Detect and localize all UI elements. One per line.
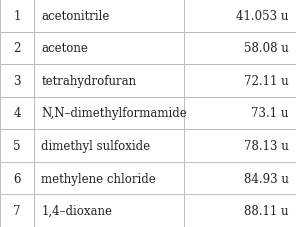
Text: N,N–dimethylformamide: N,N–dimethylformamide bbox=[41, 107, 187, 120]
Text: 5: 5 bbox=[13, 139, 21, 152]
Text: 73.1 u: 73.1 u bbox=[251, 107, 289, 120]
Text: methylene chloride: methylene chloride bbox=[41, 172, 156, 185]
Text: acetonitrile: acetonitrile bbox=[41, 10, 110, 23]
Text: 72.11 u: 72.11 u bbox=[244, 75, 289, 88]
Text: 3: 3 bbox=[13, 75, 21, 88]
Text: 2: 2 bbox=[13, 42, 21, 55]
Text: 84.93 u: 84.93 u bbox=[244, 172, 289, 185]
Text: dimethyl sulfoxide: dimethyl sulfoxide bbox=[41, 139, 151, 152]
Text: 41.053 u: 41.053 u bbox=[236, 10, 289, 23]
Text: 4: 4 bbox=[13, 107, 21, 120]
Text: 6: 6 bbox=[13, 172, 21, 185]
Text: 88.11 u: 88.11 u bbox=[244, 204, 289, 217]
Text: 7: 7 bbox=[13, 204, 21, 217]
Text: 58.08 u: 58.08 u bbox=[244, 42, 289, 55]
Text: 1,4–dioxane: 1,4–dioxane bbox=[41, 204, 112, 217]
Text: tetrahydrofuran: tetrahydrofuran bbox=[41, 75, 136, 88]
Text: 1: 1 bbox=[13, 10, 21, 23]
Text: 78.13 u: 78.13 u bbox=[244, 139, 289, 152]
Text: acetone: acetone bbox=[41, 42, 88, 55]
